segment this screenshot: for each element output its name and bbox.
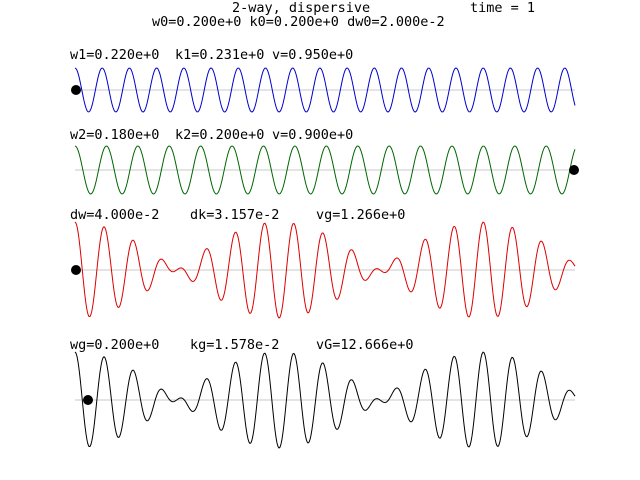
panel1-label-w: w1=0.220e+0: [70, 47, 159, 63]
panel4-marker[interactable]: [83, 395, 93, 405]
panel-group: wg=0.200e+0 kg=1.578e-2 vG=12.666e+0: [70, 337, 576, 449]
panel4-label-vG: vG=12.666e+0: [316, 337, 414, 353]
panel-sum: dw=4.000e-2 dk=3.157e-2 vg=1.266e+0: [70, 207, 576, 319]
panel3-label-dw: dw=4.000e-2: [70, 207, 159, 223]
panel2-wave: [74, 145, 576, 195]
panel1-label-k: k1=0.231e+0: [175, 47, 264, 63]
time-readout: time = 1: [470, 0, 535, 16]
panel4-wave: [74, 351, 576, 449]
panel4-label-wg: wg=0.200e+0: [70, 337, 159, 353]
panel-wave2: w2=0.180e+0 k2=0.200e+0 v=0.900e+0: [70, 127, 579, 195]
panel3-marker[interactable]: [71, 265, 81, 275]
panel2-label-k: k2=0.200e+0: [175, 127, 264, 143]
panel3-label-dk: dk=3.157e-2: [190, 207, 279, 223]
panel2-label-w: w2=0.180e+0: [70, 127, 159, 143]
panel3-wave: [74, 221, 576, 319]
panel2-marker[interactable]: [569, 165, 579, 175]
panel3-label-vg: vg=1.266e+0: [316, 207, 405, 223]
title-text: 2-way, dispersive: [232, 0, 370, 16]
panel1-label-v: v=0.950e+0: [272, 47, 353, 63]
panel-wave1: w1=0.220e+0 k1=0.231e+0 v=0.950e+0: [70, 47, 576, 113]
panel4-label-kg: kg=1.578e-2: [190, 337, 279, 353]
panel1-wave: [74, 67, 576, 113]
params-text: w0=0.200e+0 k0=0.200e+0 dw0=2.000e-2: [152, 14, 445, 30]
panel2-label-v: v=0.900e+0: [272, 127, 353, 143]
panel1-marker[interactable]: [71, 85, 81, 95]
